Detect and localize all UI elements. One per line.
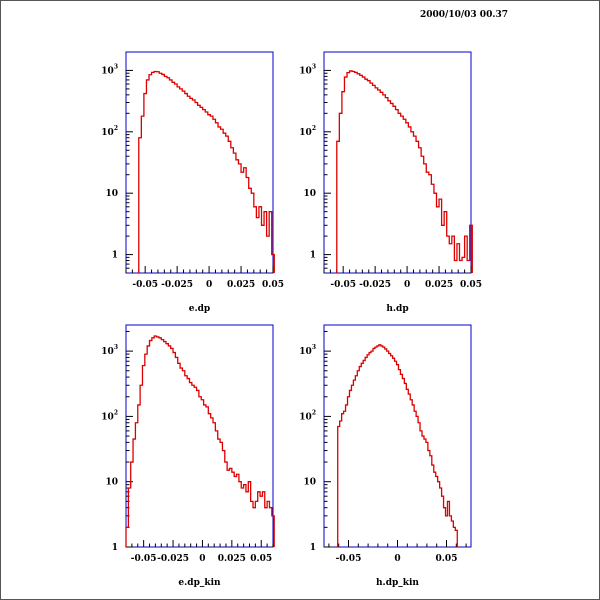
x-tick-label: 0.05	[250, 554, 272, 564]
y-tick-label: 103	[299, 344, 316, 357]
y-tick-exponent: 2	[312, 125, 316, 132]
x-tick-label: 0.025	[425, 280, 453, 290]
y-tick-exponent: 3	[114, 344, 118, 351]
x-tick-label: 0	[199, 554, 205, 564]
y-tick-label: 1	[310, 251, 316, 261]
panel-2: 1 10 102 103 -0.05 -0.025 0 0.025 0.05 h.dp	[299, 51, 482, 314]
x-axis-label: e.dp_kin	[178, 578, 221, 588]
y-tick-label: 103	[101, 63, 118, 76]
y-tick-exponent: 2	[312, 409, 316, 416]
y-tick-exponent: 3	[312, 344, 316, 351]
x-tick-label: 0.05	[436, 554, 458, 564]
histogram-series	[138, 70, 275, 273]
panel-1: 1 10 102 103 -0.05 -0.025 0 0.025 0.05 e.dp	[101, 51, 284, 314]
x-tick-label: -0.025	[161, 280, 193, 290]
x-tick-label: 0.05	[262, 280, 284, 290]
x-tick-label: -0.025	[157, 554, 189, 564]
x-tick-label: 0.025	[227, 280, 255, 290]
x-tick-label: 0	[404, 280, 410, 290]
y-tick-label: 102	[299, 409, 316, 422]
y-tick-label: 103	[101, 344, 118, 357]
histogram-series	[125, 335, 275, 547]
histogram-series	[335, 344, 460, 548]
plot-frame	[323, 51, 472, 274]
y-tick-label: 102	[299, 125, 316, 138]
panel-4: 1 10 102 103 -0.05 0 0.05 h.dp_kin	[299, 324, 472, 588]
y-tick-label: 1	[310, 543, 316, 553]
x-axis-label: e.dp	[189, 304, 210, 314]
y-tick-label: 102	[101, 409, 118, 422]
plot-frame	[125, 51, 274, 274]
timestamp: 2000/10/03 00.37	[420, 10, 508, 20]
x-axis-label: h.dp	[386, 304, 408, 314]
y-tick-label: 102	[101, 125, 118, 138]
x-tick-label: 0	[206, 280, 212, 290]
y-tick-label: 10	[303, 189, 316, 199]
x-tick-label: -0.05	[336, 554, 362, 564]
x-tick-label: -0.05	[132, 280, 158, 290]
y-tick-exponent: 3	[114, 63, 118, 70]
x-tick-label: 0	[394, 554, 400, 564]
x-tick-label: -0.05	[330, 280, 356, 290]
y-tick-exponent: 2	[114, 409, 118, 416]
x-tick-label: -0.025	[359, 280, 391, 290]
x-tick-label: -0.05	[131, 554, 157, 564]
x-axis-label: h.dp_kin	[376, 578, 419, 588]
y-tick-label: 103	[299, 63, 316, 76]
plot-frame	[125, 324, 274, 548]
y-tick-label: 10	[303, 478, 316, 488]
y-tick-label: 10	[105, 189, 118, 199]
y-tick-label: 10	[105, 478, 118, 488]
x-tick-label: 0.05	[460, 280, 482, 290]
y-tick-label: 1	[112, 251, 118, 261]
y-tick-exponent: 2	[114, 125, 118, 132]
panel-3: 1 10 102 103 -0.05 -0.025 0 0.025 0.05 e.dp_kin	[101, 324, 275, 588]
histogram-series	[336, 70, 473, 273]
x-tick-label: 0.025	[218, 554, 246, 564]
y-tick-exponent: 3	[312, 63, 316, 70]
y-tick-label: 1	[112, 543, 118, 553]
